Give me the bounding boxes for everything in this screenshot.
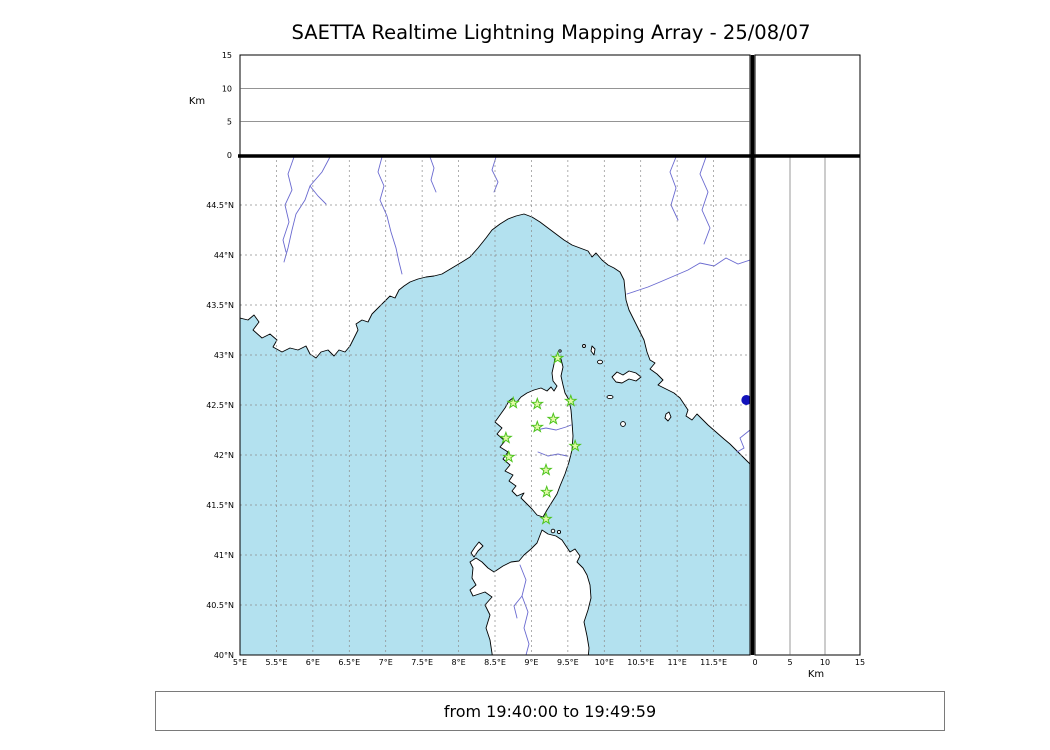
landmasses (240, 155, 750, 655)
rivers (282, 156, 750, 655)
longitude-tick-label: 8°E (451, 658, 465, 667)
maddalena-island (550, 528, 556, 534)
altitude-longitude-panel: 0 5 10 15 Km (189, 51, 751, 160)
river (736, 429, 750, 453)
latitude-tick-label: 40.5°N (206, 601, 234, 610)
latitude-tick-label: 42°N (214, 451, 234, 460)
river (537, 451, 568, 457)
altitude-tick-labels-top: 0 5 10 15 (222, 51, 232, 160)
latitude-tick-labels: 40°N 40.5°N 41°N 41.5°N 42°N 42.5°N 43°N 43.5°N… (206, 201, 234, 660)
capraia-island (590, 345, 596, 356)
altitude-tick-label: 15 (855, 658, 865, 667)
montecristo-island (620, 421, 626, 427)
page-title: SAETTA Realtime Lightning Mapping Array … (291, 21, 811, 44)
maddalena-island-2 (556, 529, 562, 535)
latitude-tick-label: 43.5°N (206, 301, 234, 310)
station-marker (539, 484, 554, 498)
data-point (741, 395, 750, 405)
altitude-axis-unit-right: Km (808, 669, 824, 680)
altitude-tick-label: 10 (222, 84, 232, 93)
river (309, 185, 327, 205)
river (519, 564, 530, 655)
river (626, 257, 750, 295)
river (699, 156, 711, 245)
latitude-tick-label: 44.5°N (206, 201, 234, 210)
longitude-tick-label: 5°E (233, 658, 247, 667)
station-marker (539, 462, 553, 476)
altitude-gridlines-right (789, 155, 826, 655)
altitude-gridlines-top (240, 88, 750, 122)
status-bar: from 19:40:00 to 19:49:59 (155, 691, 945, 731)
giglio-island (664, 411, 672, 422)
latitude-tick-label: 44°N (214, 251, 234, 260)
altitude-tick-label: 0 (752, 658, 757, 667)
station-markers (499, 350, 582, 525)
corsica-island (494, 354, 574, 518)
latitude-tick-label: 41.5°N (206, 501, 234, 510)
river (429, 156, 437, 193)
giraglia-island (558, 349, 562, 353)
mainland-coastline (240, 155, 750, 465)
longitude-tick-label: 8.5°E (484, 658, 506, 667)
altitude-axis-unit-top: Km (189, 96, 205, 107)
latitude-tick-label: 40°N (214, 651, 234, 660)
asinara-island (470, 541, 484, 558)
station-marker (546, 411, 561, 425)
longitude-tick-label: 11.5°E (700, 658, 727, 667)
gorgona-island (582, 344, 586, 348)
status-text: from 19:40:00 to 19:49:59 (443, 701, 657, 721)
station-marker (550, 350, 565, 364)
altitude-tick-label: 5 (787, 658, 792, 667)
altitude-tick-labels-right: 0 5 10 15 (752, 658, 865, 667)
station-marker (530, 419, 545, 433)
longitude-tick-labels: 5°E 5.5°E 6°E 6.5°E 7°E 7.5°E 8°E 8.5°E 9°E 9.5°E… (233, 658, 727, 667)
sardinia-island (469, 529, 592, 655)
station-marker (563, 393, 578, 407)
small-island (597, 359, 603, 365)
altitude-tick-label: 10 (820, 658, 830, 667)
longitude-tick-label: 7°E (379, 658, 393, 667)
station-marker (506, 395, 520, 409)
altitude-tick-label: 15 (222, 51, 232, 60)
station-marker (502, 449, 516, 463)
map-gridlines (240, 155, 750, 655)
longitude-tick-label: 10°E (595, 658, 614, 667)
data-points (741, 395, 750, 405)
longitude-tick-label: 7.5°E (411, 658, 433, 667)
station-marker (568, 438, 582, 452)
corner-panel (754, 54, 861, 156)
map-panel: 40°N 40.5°N 41°N 41.5°N 42°N 42.5°N 43°N 43.5°N… (206, 154, 751, 667)
longitude-tick-label: 11°E (668, 658, 687, 667)
longitude-tick-label: 9.5°E (557, 658, 579, 667)
station-marker (530, 396, 545, 410)
altitude-panel-frame-right (754, 154, 861, 656)
altitude-tick-label: 0 (227, 151, 232, 160)
longitude-tick-label: 9°E (524, 658, 538, 667)
latitude-tick-label: 43°N (214, 351, 234, 360)
latitude-tick-label: 42.5°N (206, 401, 234, 410)
longitude-tick-label: 6°E (306, 658, 320, 667)
river (283, 156, 331, 263)
pianosa-island (606, 394, 614, 400)
river (513, 595, 523, 619)
latitude-tick-label: 41°N (214, 551, 234, 560)
altitude-latitude-panel: 0 5 10 15 Km (752, 154, 865, 680)
altitude-panel-frame-top (239, 54, 751, 156)
station-marker (539, 511, 553, 525)
river (669, 156, 679, 221)
river (377, 156, 403, 275)
longitude-tick-label: 10.5°E (627, 658, 654, 667)
longitude-tick-label: 5.5°E (266, 658, 288, 667)
station-marker (499, 430, 513, 444)
altitude-tick-label: 5 (227, 118, 232, 127)
longitude-tick-label: 6.5°E (338, 658, 360, 667)
